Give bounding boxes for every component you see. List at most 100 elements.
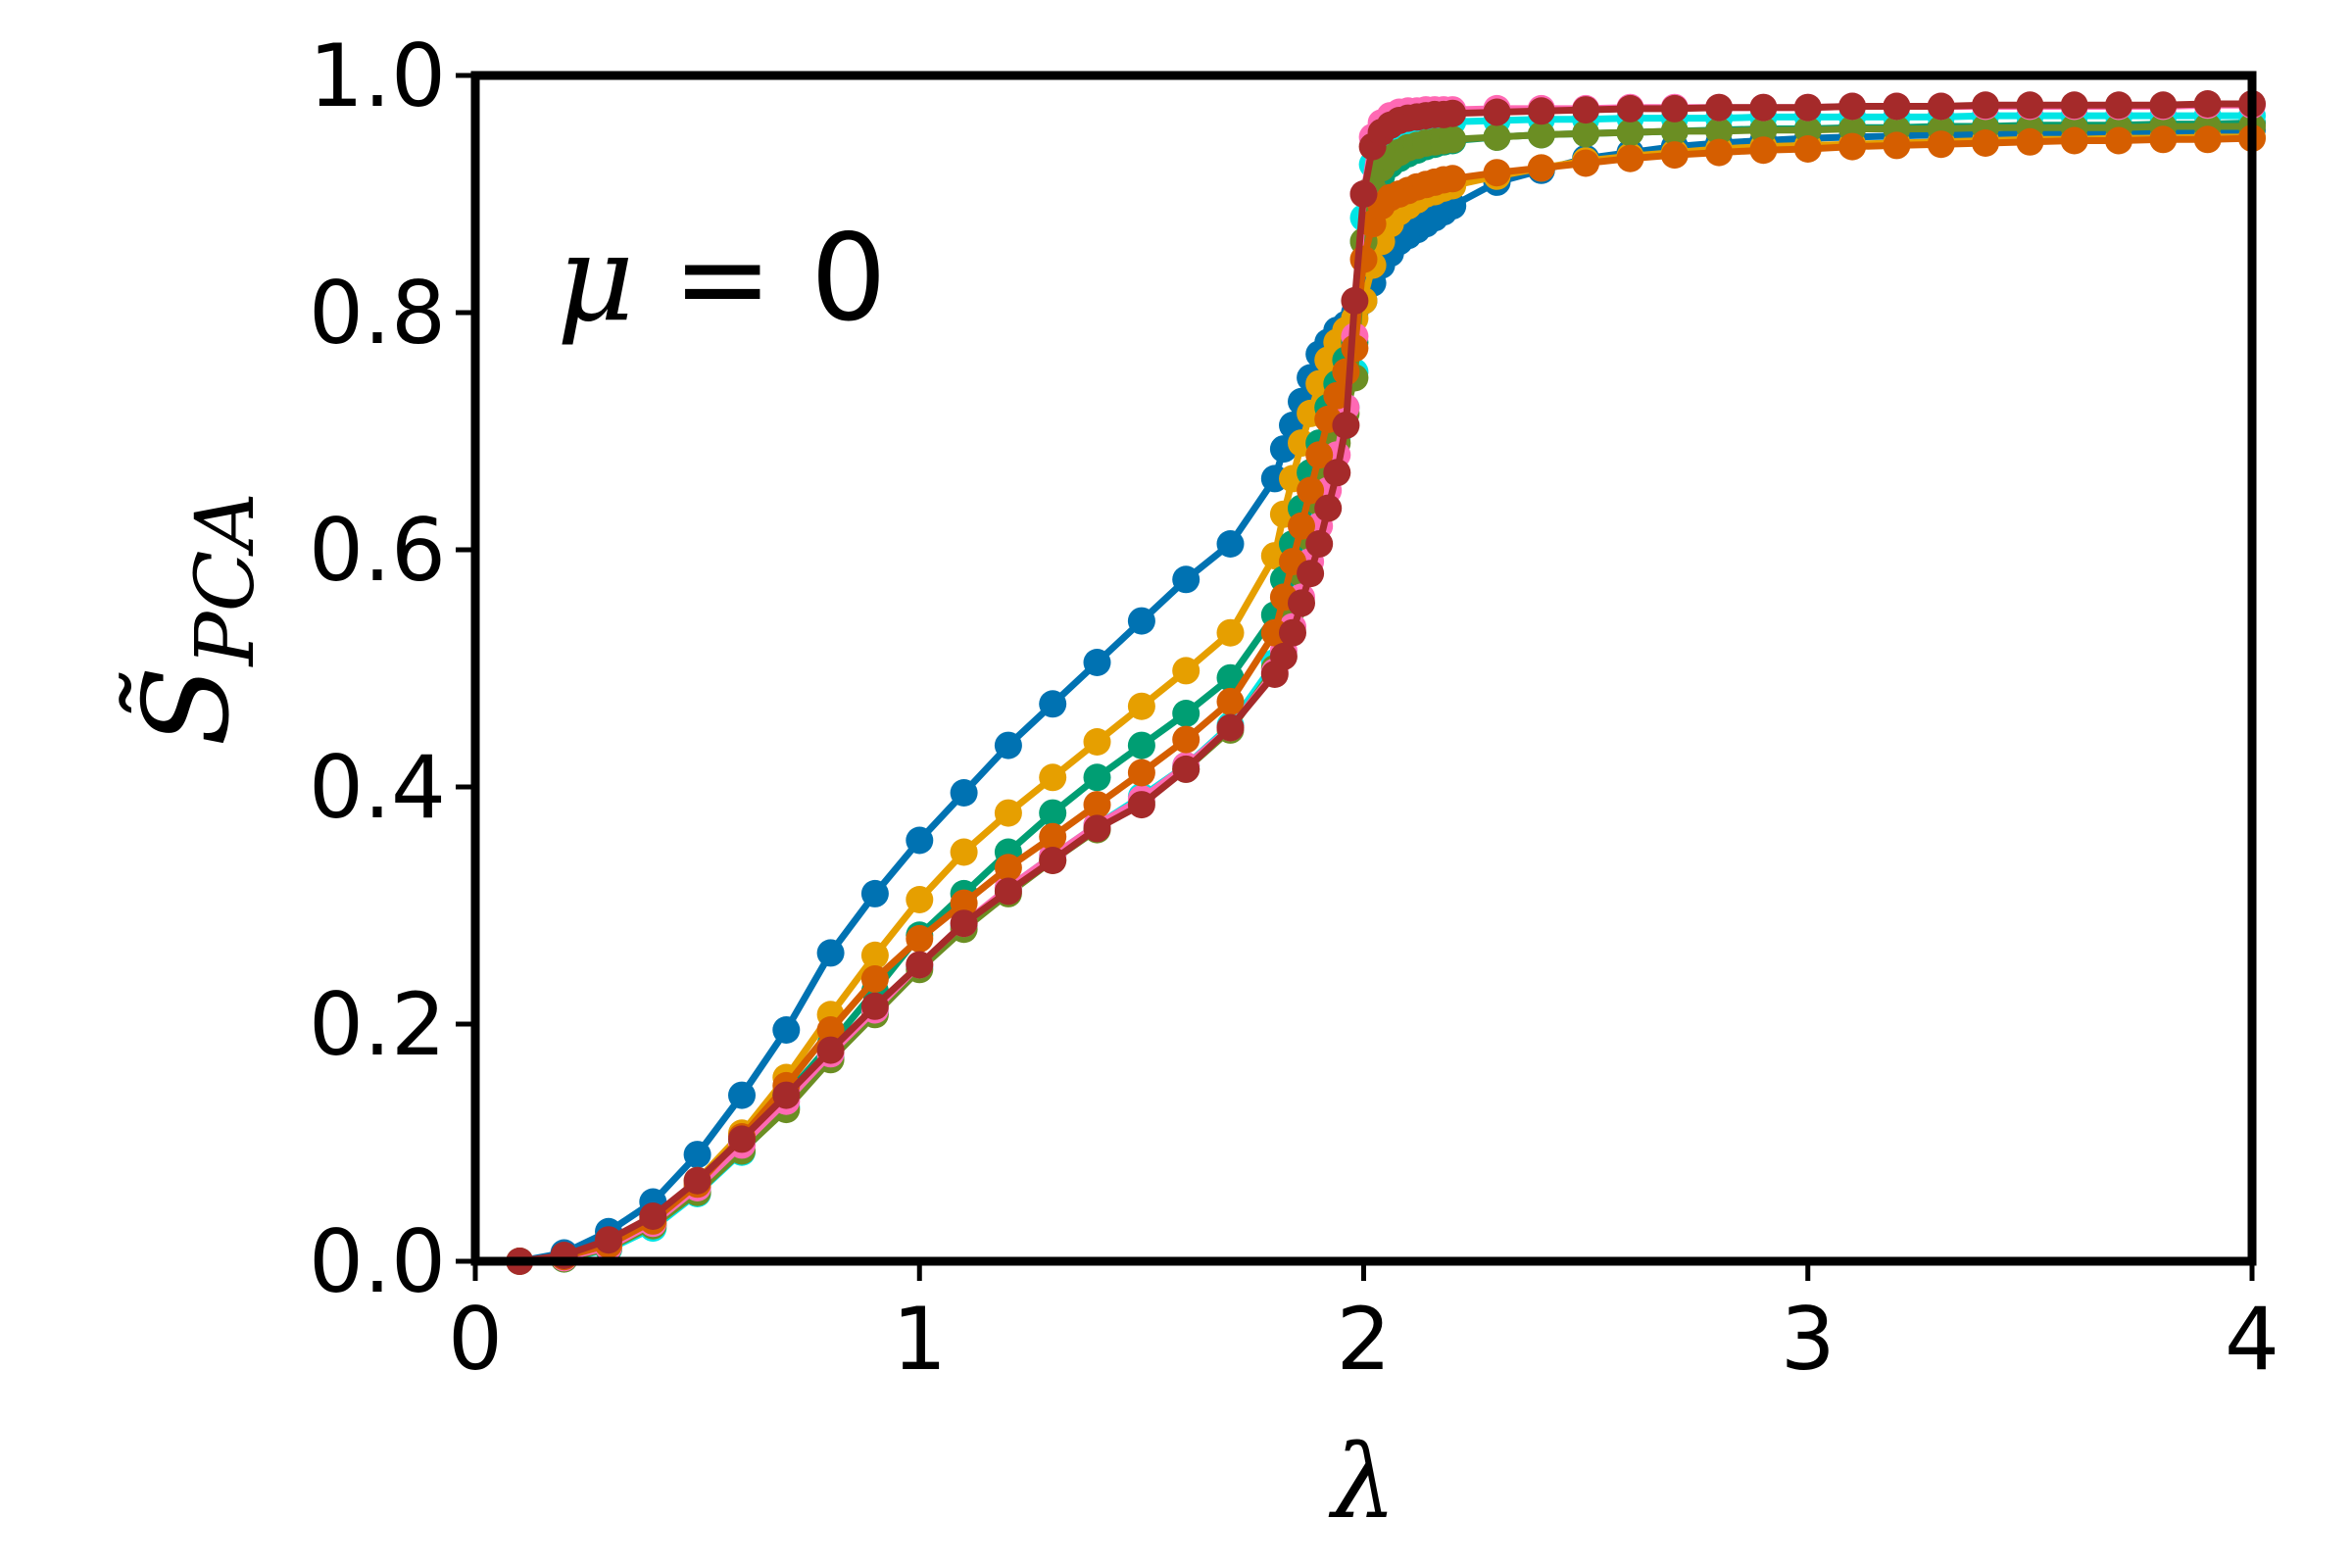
series-2-point [1083, 728, 1111, 756]
y-axis-label-main: S̃ [119, 665, 256, 746]
series-2-point [860, 941, 889, 969]
series-2-point [1127, 692, 1155, 720]
series-5-point [1572, 120, 1600, 148]
series-2-point [1039, 763, 1067, 792]
series-8-point [1349, 180, 1378, 208]
annotation: μ = 0 [557, 209, 887, 348]
series-8-point [1341, 286, 1369, 315]
series-8-point [1616, 94, 1644, 122]
y-tick-label: 0.0 [309, 1211, 446, 1312]
series-1-point [860, 879, 889, 907]
series-5-point [1483, 122, 1511, 151]
series-8-point [860, 992, 889, 1020]
series-2-point [1216, 618, 1245, 647]
series-3-point [1039, 799, 1067, 827]
series-1-point [1172, 565, 1200, 594]
series-8-point [595, 1226, 622, 1254]
series-7-point [1297, 476, 1325, 505]
series-8-point [1127, 791, 1155, 819]
y-tick-label: 0.8 [309, 263, 446, 364]
series-8-point [1279, 618, 1306, 647]
series-7-point [1749, 136, 1778, 165]
series-7-point [1127, 759, 1155, 787]
series-7-point [2016, 127, 2044, 156]
series-8-point [2193, 90, 2222, 118]
series-1-point [728, 1081, 756, 1109]
series-8-point [1172, 755, 1200, 783]
annotation-rest: = 0 [634, 209, 886, 348]
series-7-point [2193, 125, 2222, 154]
series-1-point [994, 731, 1022, 760]
series-7-point [2060, 126, 2088, 155]
series-8-point [2149, 91, 2178, 120]
series-1-point [1083, 649, 1111, 676]
series-8-point [816, 1036, 845, 1064]
series-8-point [1332, 412, 1360, 439]
series-8-point [1323, 459, 1351, 487]
series-7-point [816, 1016, 845, 1044]
series-8-point [1527, 97, 1555, 125]
y-axis-label-sub: PCA [179, 492, 272, 667]
series-7-point [1323, 381, 1351, 410]
series-7-point [1927, 130, 1955, 159]
series-8-point [1705, 93, 1734, 122]
series-8-point [772, 1081, 801, 1109]
series-5-point [1705, 117, 1734, 145]
series-5-point [1616, 119, 1644, 147]
series-7-point [1660, 141, 1689, 170]
series-8-point [950, 909, 978, 938]
y-tick-label: 0.4 [309, 737, 446, 838]
series-7-point [906, 924, 934, 953]
series-8-point [683, 1166, 711, 1195]
series-2-point [1172, 657, 1200, 685]
series-8-point [1972, 91, 1999, 120]
series-1-point [772, 1016, 801, 1044]
series-1-point [1127, 607, 1155, 635]
y-tick-label: 0.2 [309, 974, 446, 1075]
series-8-point [1269, 642, 1298, 670]
series-7-point [950, 889, 978, 917]
series-2-point [906, 886, 934, 913]
series-7-point [1216, 687, 1245, 715]
x-tick-label: 1 [892, 1289, 947, 1390]
series-7-point [2105, 126, 2132, 155]
series-8-point [1793, 93, 1822, 122]
series-1-point [1039, 690, 1067, 718]
series-7-point [1305, 441, 1334, 469]
series-7-point [1838, 132, 1867, 161]
y-tick-label: 0.6 [309, 500, 446, 601]
series-5-point [1527, 121, 1555, 149]
series-8-point [1660, 94, 1689, 122]
series-7-point [1039, 822, 1067, 851]
ticks-layer: 0 1 2 3 4 0.0 0.2 0.4 0.6 0.8 1.0 [309, 25, 2279, 1390]
series-8-point [2016, 91, 2044, 120]
y-tick-label: 1.0 [309, 25, 446, 126]
series-8-point [2105, 91, 2132, 120]
series-8-point [2060, 91, 2088, 120]
series-1-point [683, 1141, 711, 1169]
x-tick-label: 2 [1337, 1289, 1392, 1390]
series-8-point [1838, 92, 1867, 121]
series-8-point [1572, 96, 1600, 124]
series-8-point [1216, 713, 1245, 742]
series-8-point [1749, 93, 1778, 122]
series-1-point [1216, 530, 1245, 558]
series-7-point [1483, 159, 1511, 187]
series-1-point [816, 939, 845, 967]
series-8-point [1039, 847, 1067, 874]
series-8-point [1314, 494, 1343, 522]
series-7-point [1527, 154, 1555, 182]
series-3-point [1083, 763, 1111, 792]
series-8-point [1305, 530, 1334, 558]
y-axis-label: S̃PCA [119, 492, 272, 746]
series-8-point [906, 951, 934, 979]
series-1-point [906, 826, 934, 855]
series-8-point [994, 877, 1022, 906]
series-layer [506, 90, 2266, 1275]
x-tick-label: 3 [1781, 1289, 1836, 1390]
series-7-point [1572, 149, 1600, 177]
series-1-point [950, 779, 978, 807]
series-7-point [1883, 131, 1911, 160]
series-7-point [994, 854, 1022, 882]
series-8-point [1927, 92, 1955, 121]
